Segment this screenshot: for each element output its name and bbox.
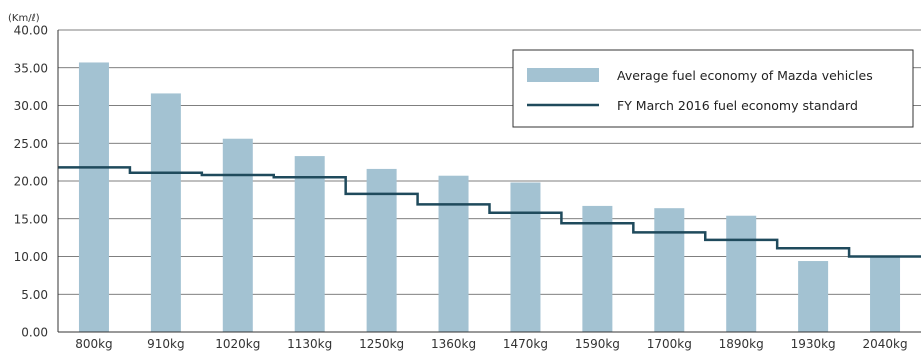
- y-tick-label: 5.00: [21, 288, 48, 302]
- bar-series: [78, 62, 901, 333]
- bar: [654, 208, 685, 332]
- x-tick-labels: 800kg 910kg 1020kg 1130kg 1250kg 1360kg 1470kg…: [75, 337, 907, 351]
- y-tick-label: 0.00: [21, 326, 48, 340]
- x-tick-label: 800kg: [75, 337, 112, 351]
- bar: [366, 168, 397, 332]
- x-tick-label: 1360kg: [431, 337, 476, 351]
- y-tick-label: 30.00: [14, 99, 48, 113]
- legend-swatch-bars: [527, 68, 599, 82]
- y-tick-label: 35.00: [14, 61, 48, 75]
- bar: [726, 215, 757, 332]
- x-tick-label: 1700kg: [647, 337, 692, 351]
- x-tick-label: 1890kg: [719, 337, 764, 351]
- bar: [438, 175, 469, 332]
- legend-label-step: FY March 2016 fuel economy standard: [617, 98, 858, 113]
- y-tick-label: 40.00: [14, 24, 48, 38]
- y-axis-unit-label: (Km/ℓ): [8, 13, 40, 24]
- standard-step-series: [58, 166, 921, 258]
- x-tick-label: 1130kg: [287, 337, 332, 351]
- x-tick-label: 2040kg: [862, 337, 907, 351]
- y-tick-label: 10.00: [14, 250, 48, 264]
- x-tick-label: 1930kg: [791, 337, 836, 351]
- bar: [582, 205, 613, 332]
- bar: [150, 93, 181, 332]
- y-tick-label: 20.00: [14, 175, 48, 189]
- bar: [78, 62, 109, 333]
- x-tick-label: 910kg: [147, 337, 184, 351]
- y-tick-labels: 0.00 5.00 10.00 15.00 20.00 25.00 30.00 35.00 40…: [14, 24, 48, 340]
- bar: [222, 138, 253, 332]
- bar: [294, 156, 325, 332]
- x-tick-label: 1250kg: [359, 337, 404, 351]
- standard-step-line: [58, 166, 921, 258]
- bar: [870, 256, 901, 332]
- y-tick-label: 15.00: [14, 212, 48, 226]
- x-tick-label: 1590kg: [575, 337, 620, 351]
- bar: [798, 261, 829, 332]
- legend-label-bars: Average fuel economy of Mazda vehicles: [617, 68, 873, 83]
- legend-box: [512, 49, 914, 128]
- gridlines: [58, 29, 921, 295]
- y-tick-label: 25.00: [14, 137, 48, 151]
- bar: [510, 182, 541, 332]
- x-tick-label: 1470kg: [503, 337, 548, 351]
- legend: Average fuel economy of Mazda vehicles F…: [512, 49, 914, 128]
- axes: [57, 30, 921, 333]
- x-tick-label: 1020kg: [215, 337, 260, 351]
